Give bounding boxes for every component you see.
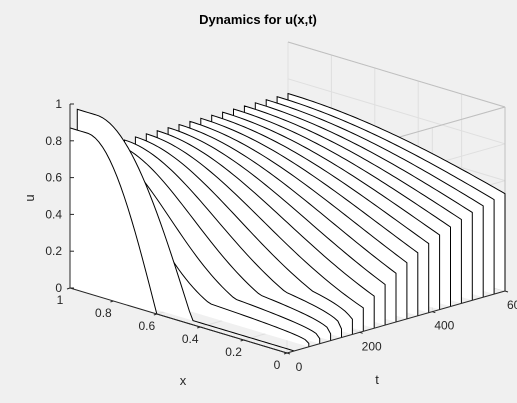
series-line — [167, 126, 386, 326]
series-line — [243, 105, 462, 304]
x-tick — [153, 313, 157, 316]
series-line — [134, 136, 353, 335]
series-line — [222, 111, 441, 310]
x-tick-label: 0.4 — [182, 332, 199, 346]
series-line — [254, 102, 473, 301]
series-line — [113, 142, 332, 341]
u-axis-label: u — [22, 194, 37, 201]
box-edge — [287, 41, 506, 108]
x-tick — [110, 300, 114, 303]
x-tick-label: 0.2 — [225, 345, 242, 359]
t-axis-label: t — [375, 372, 379, 387]
x-tick-label: 0.6 — [138, 319, 155, 333]
series-line — [233, 108, 451, 307]
u-tick-label: 0.4 — [45, 207, 62, 221]
chart-title: Dynamics for u(x,t) — [199, 12, 317, 27]
series-fill — [70, 127, 287, 353]
t-tick-label: 200 — [362, 339, 382, 353]
series-line — [265, 99, 484, 298]
series-line — [124, 139, 342, 338]
t-tick — [432, 311, 436, 314]
series-line — [211, 114, 430, 313]
tick-labels: 00.20.40.60.81020040060000.20.40.60.81 — [45, 97, 517, 374]
t-tick — [359, 331, 363, 334]
u-tick-label: 0.2 — [45, 244, 62, 258]
series-line — [189, 120, 408, 319]
t-tick — [504, 290, 509, 293]
series-curves — [69, 92, 506, 354]
x-tick — [240, 339, 244, 342]
grid-line — [287, 78, 506, 145]
t-tick-label: 600 — [507, 298, 517, 312]
t-axis-line — [286, 290, 506, 354]
series-line — [76, 108, 295, 352]
series-line — [178, 123, 397, 322]
x-tick — [66, 287, 71, 290]
x-tick — [197, 326, 201, 329]
x-tick-label: 0 — [274, 358, 281, 372]
u-tick-label: 0.8 — [45, 134, 62, 148]
x-tick-label: 1 — [57, 293, 64, 307]
x-tick — [283, 352, 288, 355]
u-tick-label: 0 — [55, 281, 62, 295]
x-axis-label: x — [180, 373, 187, 388]
series-line — [276, 95, 495, 295]
series-line — [145, 133, 364, 332]
t-tick — [286, 352, 291, 355]
series-line — [156, 130, 375, 329]
t-tick-label: 400 — [434, 319, 454, 333]
axes-front-box — [66, 103, 509, 355]
t-tick-label: 0 — [296, 360, 303, 374]
u-tick-label: 0.6 — [45, 171, 62, 185]
series-line — [287, 92, 506, 291]
x-tick-label: 0.8 — [95, 306, 112, 320]
u-tick-label: 1 — [55, 97, 62, 111]
series-line — [200, 117, 419, 316]
x-axis-line — [69, 287, 288, 354]
